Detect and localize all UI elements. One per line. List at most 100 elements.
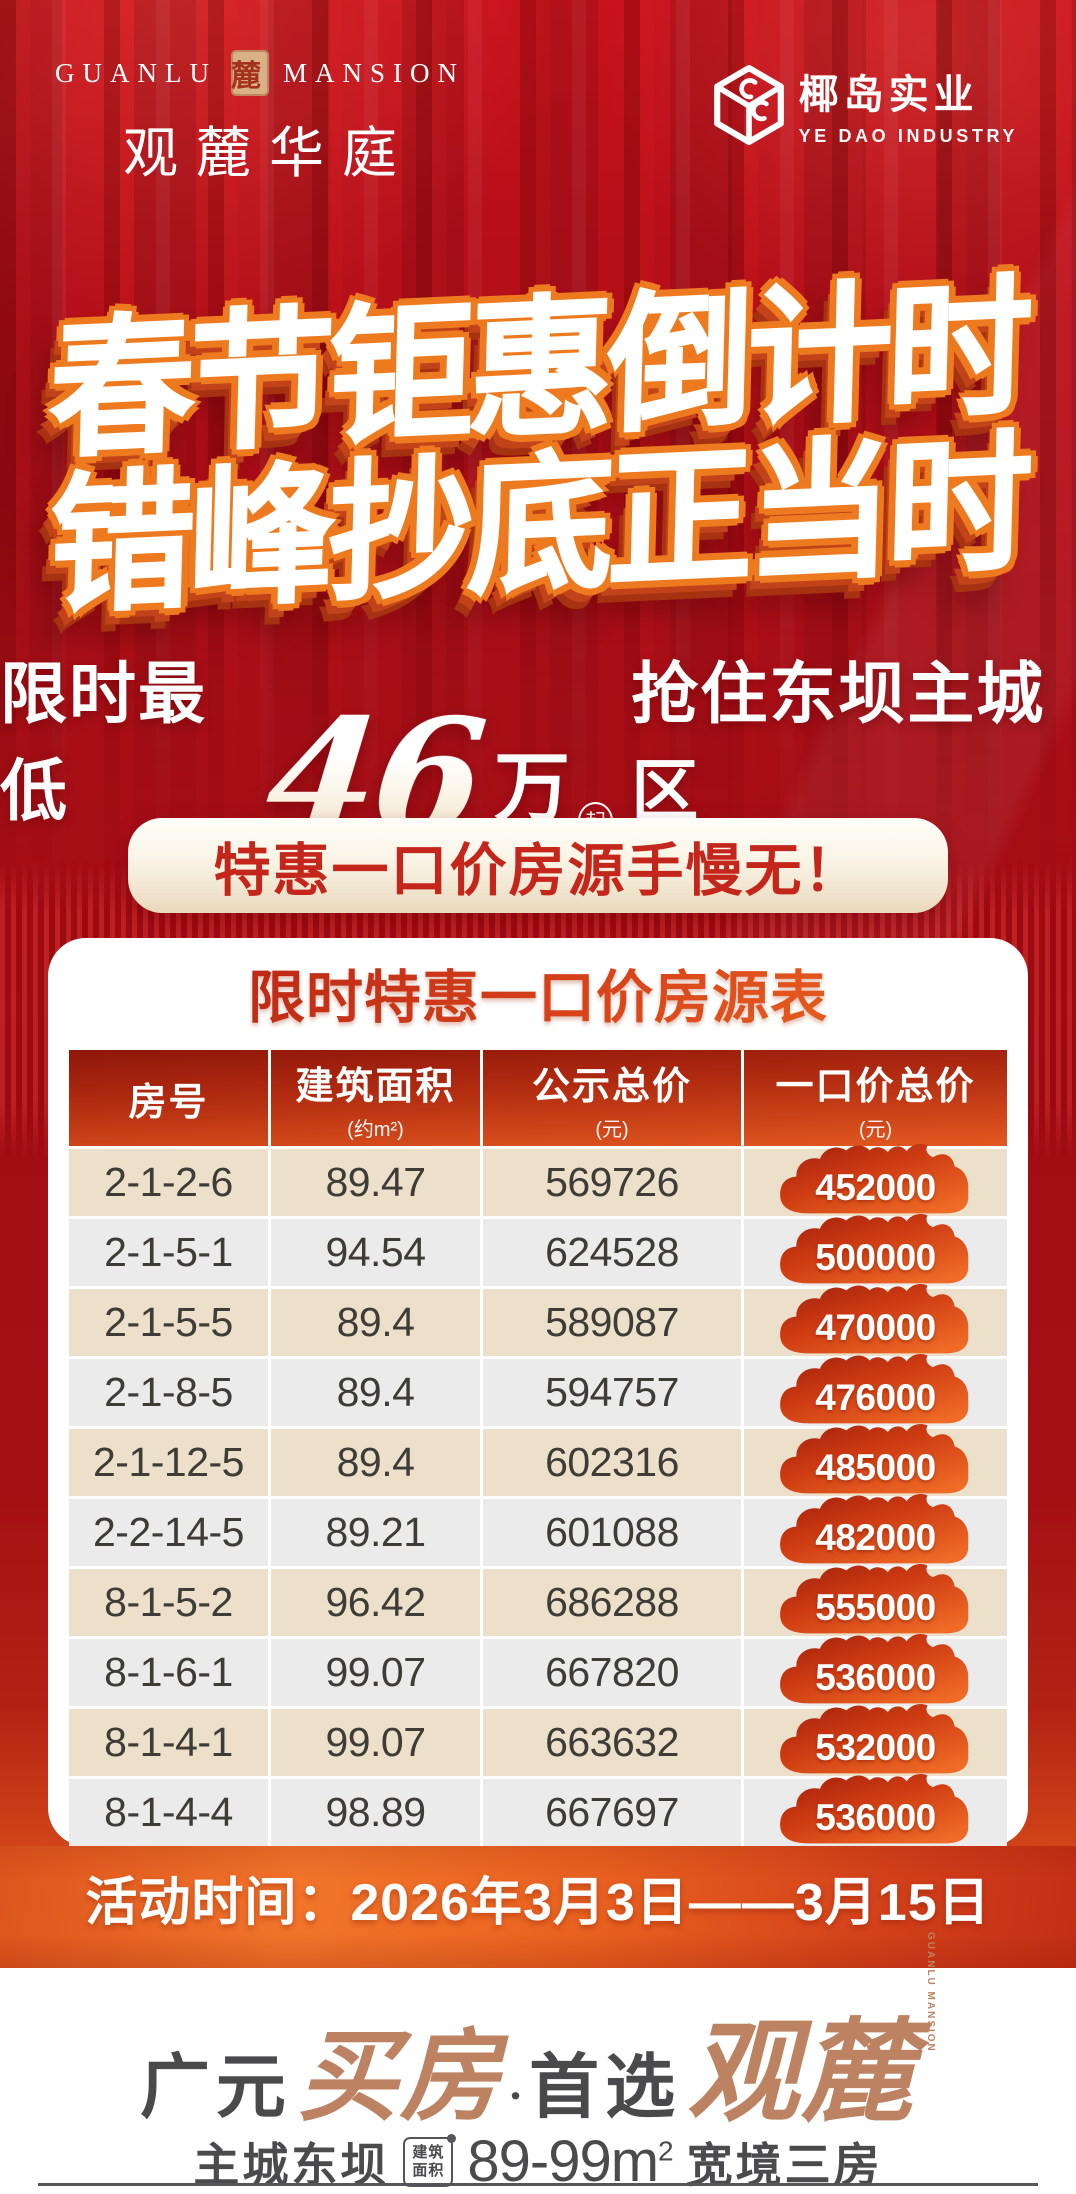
price-table-title: 限时特惠一口价房源表: [48, 952, 1028, 1034]
footer-area-sup: 2: [658, 2135, 674, 2167]
col-header-area-label: 建筑面积: [295, 1065, 456, 1108]
brand-left-en1: GUANLU: [55, 57, 217, 88]
cell-room-number: 8-1-4-1: [104, 1719, 233, 1765]
deal-price-flame-badge: 470000: [772, 1283, 980, 1355]
cell-room-number: 2-1-5-5: [104, 1299, 233, 1345]
cell-listed-price: 667697: [480, 1779, 741, 1846]
cell-room-number: 2-1-2-6: [104, 1159, 233, 1205]
footer-divider: [38, 2183, 1038, 2186]
cell-room-number: 2-2-14-5: [93, 1509, 244, 1555]
deal-price-value: 476000: [815, 1376, 936, 1418]
footer-rooms: 宽境三房: [686, 2138, 883, 2191]
cell-listed-price: 663632: [480, 1709, 741, 1776]
table-row: 8-1-4-1 99.07 663632 532000: [69, 1703, 1007, 1776]
brand-right-text: 椰岛实业 YE DAO INDUSTRY: [799, 62, 1018, 147]
col-header-room-label: 房号: [128, 1081, 209, 1124]
cell-area: 99.07: [268, 1639, 480, 1706]
flame-icon: [779, 1213, 968, 1283]
cell-deal-price: 482000: [741, 1493, 1007, 1566]
hero-sub-unit: 万: [493, 746, 570, 831]
slogan-maifang: 买房: [297, 2022, 502, 2133]
cell-listed-price: 667820: [480, 1639, 741, 1706]
area-tag-dot: [447, 2133, 457, 2143]
brand-seal-icon: 麓: [231, 50, 269, 96]
flame-icon: [779, 1773, 968, 1843]
cell-deal-price: 536000: [741, 1633, 1007, 1706]
col-header-area: 建筑面积 (约m²): [268, 1050, 480, 1146]
flame-icon: [779, 1633, 968, 1703]
brand-left-en-row: GUANLU 麓 MANSION: [55, 50, 466, 96]
brand-left-cn: 观麓华庭: [122, 123, 415, 184]
deal-price-value: 485000: [815, 1446, 936, 1488]
brand-logo-right: 椰岛实业 YE DAO INDUSTRY: [713, 62, 1018, 147]
cell-listed-price: 602316: [480, 1429, 741, 1496]
slogan-dot: ·: [507, 2070, 524, 2121]
col-header-deal: 一口价总价 (元): [741, 1050, 1007, 1146]
deal-price-value: 536000: [815, 1796, 936, 1838]
area-tag-line1: 建筑: [412, 2144, 445, 2162]
activity-time-text: 活动时间：2026年3月3日——3月15日: [85, 1874, 991, 1932]
deal-price-flame-badge: 536000: [772, 1633, 980, 1705]
deal-price-value: 482000: [815, 1516, 936, 1558]
deal-price-flame-badge: 536000: [772, 1773, 980, 1845]
hero-title: 春节钜惠倒计时 错峰抄底正当时: [0, 262, 1076, 632]
cell-area: 98.89: [268, 1779, 480, 1846]
table-row: 2-2-14-5 89.21 601088 482000: [69, 1493, 1007, 1566]
table-row: 2-1-5-5 89.4 589087 470000: [69, 1283, 1007, 1356]
table-row: 2-1-2-6 89.47 569726 452000: [69, 1143, 1007, 1216]
cell-deal-price: 536000: [741, 1773, 1007, 1846]
footer-slogan: 广元 买房 · 首选 观麓 GUANLU MANSION: [0, 1932, 1076, 2144]
cell-area: 99.07: [268, 1709, 480, 1776]
deal-price-flame-badge: 555000: [772, 1563, 980, 1635]
flame-icon: [779, 1283, 968, 1353]
deal-price-flame-badge: 452000: [772, 1143, 980, 1215]
price-table-body: 2-1-2-6 89.47 569726 452000 2-1-5-1 94.5…: [69, 1143, 1007, 1846]
col-header-deal-label: 一口价总价: [775, 1065, 976, 1108]
deal-price-flame-badge: 485000: [772, 1423, 980, 1495]
flame-icon: [779, 1423, 968, 1493]
cell-deal-price: 532000: [741, 1703, 1007, 1776]
table-row: 8-1-4-4 98.89 667697 536000: [69, 1773, 1007, 1846]
cell-room-number: 2-1-5-1: [104, 1229, 233, 1275]
special-price-banner: 特惠一口价房源手慢无！: [128, 818, 948, 913]
special-price-banner-text: 特惠一口价房源手慢无！: [213, 838, 863, 903]
area-tag-line2: 面积: [412, 2161, 445, 2179]
table-row: 8-1-6-1 99.07 667820 536000: [69, 1633, 1007, 1706]
deal-price-value: 470000: [815, 1306, 936, 1348]
cell-room-number: 8-1-4-4: [104, 1789, 233, 1835]
deal-price-value: 500000: [815, 1236, 936, 1278]
col-header-listed-sub: (元): [595, 1118, 629, 1141]
col-header-room: 房号: [69, 1050, 268, 1146]
flame-icon: [779, 1353, 968, 1423]
cell-listed-price: 624528: [480, 1219, 741, 1286]
deal-price-value: 532000: [815, 1726, 936, 1768]
brand-left-en2: MANSION: [283, 57, 466, 88]
deal-price-flame-badge: 532000: [772, 1703, 980, 1775]
cell-listed-price: 594757: [480, 1359, 741, 1426]
cell-area: 89.4: [268, 1359, 480, 1426]
deal-price-value: 555000: [815, 1586, 936, 1628]
slogan-guangyuan: 广元: [139, 2050, 292, 2127]
cell-deal-price: 452000: [741, 1143, 1007, 1216]
slogan-side-text: GUANLU MANSION: [925, 1932, 937, 2053]
cell-deal-price: 500000: [741, 1213, 1007, 1286]
brand-right-en: YE DAO INDUSTRY: [798, 126, 1018, 146]
cell-area: 89.21: [268, 1499, 480, 1566]
cell-room-number: 8-1-6-1: [104, 1649, 233, 1695]
cell-listed-price: 569726: [480, 1149, 741, 1216]
brand-seal-char: 麓: [231, 60, 269, 93]
brand-logo-left: GUANLU 麓 MANSION 观麓华庭: [55, 50, 466, 188]
table-row: 2-1-12-5 89.4 602316 485000: [69, 1423, 1007, 1496]
slogan-shouxuan: 首选: [529, 2050, 682, 2127]
flame-icon: [779, 1493, 968, 1563]
flame-icon: [779, 1143, 968, 1213]
cell-area: 89.4: [268, 1429, 480, 1496]
cell-listed-price: 601088: [480, 1499, 741, 1566]
price-table-header: 房号 建筑面积 (约m²) 公示总价 (元) 一口价总价 (元): [69, 1050, 1007, 1146]
activity-time-band: 活动时间：2026年3月3日——3月15日: [0, 1846, 1076, 1968]
cell-room-number: 2-1-8-5: [104, 1369, 233, 1415]
cell-listed-price: 686288: [480, 1569, 741, 1636]
cell-area: 89.4: [268, 1289, 480, 1356]
cell-deal-price: 555000: [741, 1563, 1007, 1636]
